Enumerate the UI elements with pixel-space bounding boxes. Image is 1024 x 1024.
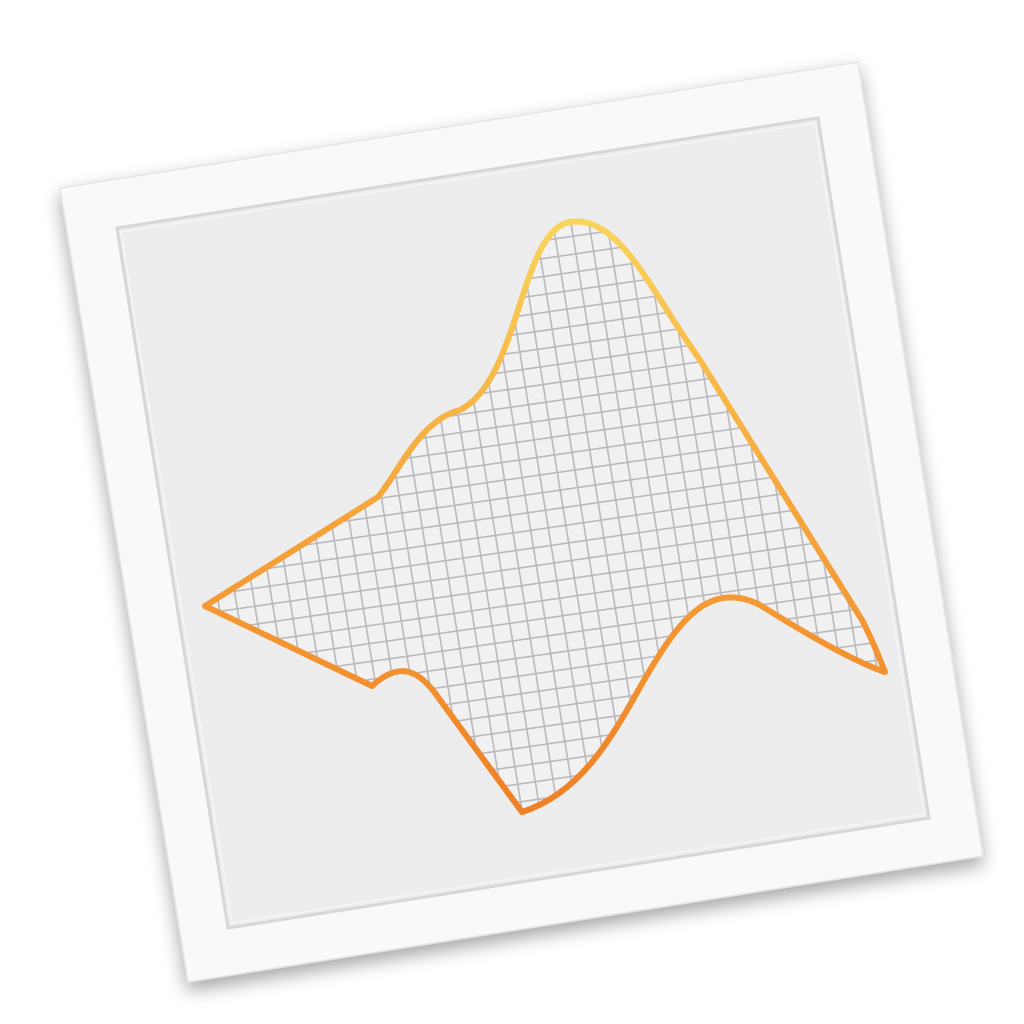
- mesh-line: [160, 0, 920, 62]
- mesh-line: [0, 180, 62, 860]
- mesh-line: [0, 180, 44, 860]
- mesh-line: [978, 180, 1024, 860]
- mesh-line: [160, 996, 920, 1024]
- surface-outline: [202, 218, 888, 815]
- mesh-line: [0, 180, 26, 860]
- mesh-line: [160, 0, 920, 44]
- mesh-line: [160, 0, 920, 8]
- mesh-line: [0, 180, 8, 860]
- mesh-line: [205, 527, 885, 639]
- mesh-line: [205, 509, 885, 621]
- mesh-line: [960, 180, 1024, 860]
- mesh-line: [160, 0, 920, 26]
- mesh-line: [1014, 180, 1024, 860]
- mesh-line: [0, 180, 80, 860]
- mesh-line: [205, 545, 885, 657]
- mesh-line: [996, 180, 1024, 860]
- mesh-line: [160, 960, 920, 1024]
- mesh-line: [160, 0, 920, 80]
- mesh-line: [160, 978, 920, 1024]
- mesh-line: [160, 1014, 920, 1024]
